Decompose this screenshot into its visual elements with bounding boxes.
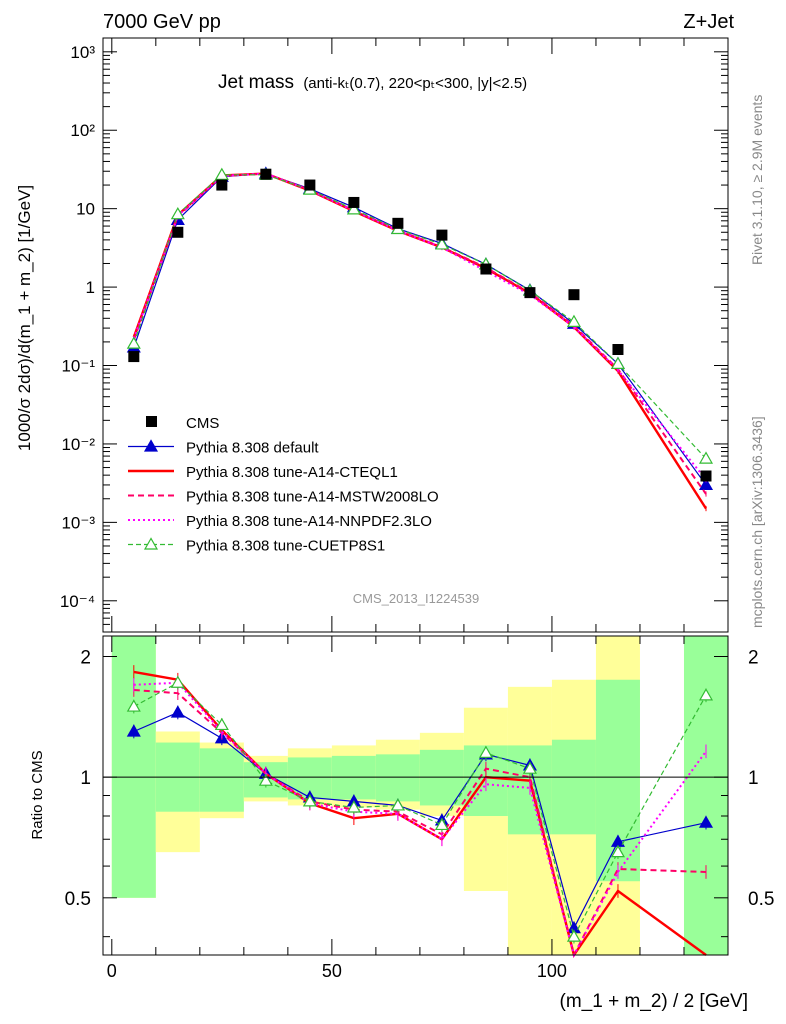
ratio-tick-label: 0.5 [65, 889, 91, 910]
ratio-axis-label: Ratio to CMS [29, 750, 46, 839]
main-marker [566, 314, 581, 327]
y-tick-label: 10⁻¹ [61, 357, 95, 376]
y-tick-label: 10⁻³ [61, 513, 95, 532]
legend-label: Pythia 8.308 tune-A14-CTEQL1 [186, 464, 398, 481]
main-marker [214, 167, 229, 180]
ratio-uncertainty-bands [111, 636, 728, 955]
ratio-marker [302, 794, 317, 807]
legend-marker [143, 537, 159, 550]
cms-point [172, 226, 184, 238]
legend-label: Pythia 8.308 tune-A14-MSTW2008LO [186, 489, 439, 506]
main-marker [610, 356, 625, 369]
y-tick-label: 10⁻⁴ [60, 592, 95, 611]
y-tick-label: 10³ [70, 43, 95, 62]
ratio-marker [170, 675, 185, 688]
legend-marker [143, 439, 159, 452]
main-marker [434, 237, 449, 250]
process-label: Z+Jet [683, 11, 734, 33]
series-layer [126, 166, 714, 958]
legend-label: Pythia 8.308 tune-A14-NNPDF2.3LO [186, 513, 432, 530]
ratio-marker [390, 798, 405, 811]
cms-point [480, 263, 492, 275]
ratio-band-inner [551, 739, 596, 835]
legend-marker-cms [146, 416, 157, 427]
cms-data-points [128, 168, 712, 482]
cms-point [612, 344, 624, 356]
series-line-main [132, 172, 707, 481]
analysis-id-label: CMS_2013_I1224539 [353, 591, 480, 606]
ratio-marker [434, 817, 449, 831]
x-tick-label: 50 [322, 961, 342, 981]
series-line-main [132, 172, 708, 510]
plot-frames: 10⁻⁴ 10⁻³ 10⁻² 10⁻¹ 1 10 10² 10³ 0 50 100 0.5 0.5 1 1 2… [60, 37, 774, 981]
ratio-marker [610, 844, 625, 858]
legend-label-cms: CMS [186, 415, 219, 432]
ratio-marker [170, 705, 185, 718]
ratio-marker [698, 688, 714, 701]
x-axis-label: (m_1 + m_2) / 2 [GeV] [560, 991, 749, 1012]
cms-point [348, 196, 360, 208]
plot-title: Jet mass (anti-kₜ(0.7), 220<pₜ<300, |y|<… [218, 72, 527, 93]
ratio-tick-label: 1 [80, 768, 91, 789]
cms-point [700, 470, 712, 482]
main-frame [102, 37, 729, 633]
main-marker [126, 336, 141, 349]
ratio-tick-label-right: 0.5 [748, 889, 774, 910]
cms-point [216, 179, 228, 191]
main-marker [170, 206, 185, 220]
x-tick-label: 0 [107, 961, 117, 981]
y-tick-label: 1 [86, 278, 95, 297]
cms-point [524, 287, 536, 299]
cms-point [436, 229, 448, 241]
cms-point [304, 179, 316, 191]
cms-point [392, 217, 404, 229]
ratio-marker [566, 929, 581, 942]
ratio-marker [698, 815, 714, 828]
ratio-tick-label-right: 1 [748, 768, 759, 789]
ratio-band-inner [199, 748, 244, 812]
ratio-marker [214, 717, 229, 731]
ratio-marker [126, 724, 141, 737]
ratio-band-inner [375, 754, 420, 802]
cms-point [260, 168, 272, 180]
rivet-version-label: Rivet 3.1.10, ≥ 2.9M events [749, 95, 765, 265]
ratio-marker [522, 761, 537, 774]
legend: CMS Pythia 8.308 default Pythia 8.308 tune… [128, 415, 439, 555]
main-marker [698, 451, 714, 464]
energy-label: 7000 GeV pp [103, 11, 221, 33]
ratio-tick-label: 2 [80, 648, 91, 669]
main-marker [346, 202, 361, 215]
series-line-main [133, 172, 707, 486]
ratio-marker [258, 773, 273, 786]
y-tick-label: 10⁻² [61, 435, 95, 454]
cms-point [128, 351, 140, 363]
main-marker [698, 477, 714, 491]
ratio-marker [346, 800, 361, 813]
ratio-marker [126, 699, 141, 712]
ratio-marker [478, 745, 493, 758]
x-tick-label: 100 [537, 961, 567, 981]
legend-label: Pythia 8.308 tune-CUETP8S1 [186, 538, 385, 555]
y-tick-label: 10 [76, 200, 95, 219]
legend-label: Pythia 8.308 default [186, 440, 319, 457]
y-tick-label: 10² [70, 121, 95, 140]
series-line-main [133, 174, 707, 460]
mcplots-label: mcplots.cern.ch [arXiv:1306.3436] [749, 416, 765, 628]
ratio-tick-label-right: 2 [748, 648, 759, 669]
cms-point [568, 289, 580, 301]
y-axis-label: 1000/σ 2dσ)/d(m_1 + m_2) [1/GeV] [15, 185, 34, 451]
